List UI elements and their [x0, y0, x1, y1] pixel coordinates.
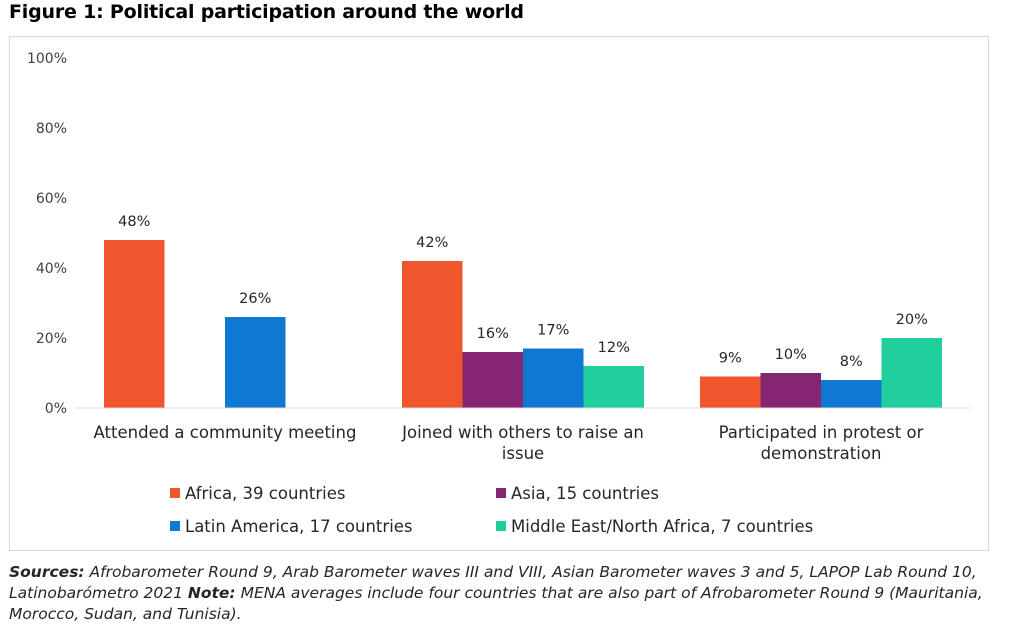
- bar: [821, 380, 882, 408]
- note-label: Note:: [187, 584, 236, 602]
- data-label: 26%: [239, 291, 271, 307]
- legend-swatch: [496, 521, 506, 531]
- bar: [225, 317, 286, 408]
- y-axis: 0% 20% 40% 60% 80% 100%: [27, 51, 67, 417]
- x-category-label: Participated in protest or: [719, 423, 924, 442]
- y-tick-label: 20%: [36, 331, 67, 347]
- bar: [523, 348, 584, 408]
- chart-frame: 0% 20% 40% 60% 80% 100% 48% 26% 42% 16% 17% 12% 9% 1…: [9, 36, 989, 551]
- data-label: 12%: [598, 340, 630, 356]
- sources-text: Afrobarometer Round 9, Arab Barometer wa…: [9, 563, 977, 602]
- legend-swatch: [496, 488, 506, 498]
- sources-label: Sources:: [9, 563, 85, 581]
- data-label: 8%: [840, 354, 863, 370]
- data-label: 48%: [118, 214, 150, 230]
- bar-chart: 0% 20% 40% 60% 80% 100% 48% 26% 42% 16% 17% 12% 9% 1…: [27, 51, 970, 536]
- legend-swatch: [170, 488, 180, 498]
- y-tick-label: 60%: [36, 191, 67, 207]
- bar: [760, 373, 821, 408]
- data-label: 20%: [896, 312, 928, 328]
- bar: [462, 352, 523, 408]
- note-text: MENA averages include four countries tha…: [9, 584, 983, 623]
- bar: [583, 366, 644, 408]
- data-label: 42%: [416, 235, 448, 251]
- x-axis: Attended a community meeting Joined with …: [76, 407, 970, 463]
- y-tick-label: 80%: [36, 121, 67, 137]
- legend: Africa, 39 countries Asia, 15 countries La…: [170, 484, 813, 536]
- legend-label: Asia, 15 countries: [511, 484, 659, 503]
- y-tick-label: 100%: [27, 51, 67, 67]
- source-note: Sources: Afrobarometer Round 9, Arab Bar…: [9, 562, 1009, 625]
- legend-swatch: [170, 521, 180, 531]
- legend-label: Latin America, 17 countries: [185, 517, 413, 536]
- legend-label: Africa, 39 countries: [185, 484, 345, 503]
- x-category-label: Joined with others to raise an: [401, 423, 644, 442]
- data-label: 16%: [477, 326, 509, 342]
- bar: [700, 376, 761, 408]
- bars: 48% 26% 42% 16% 17% 12% 9% 10% 8% 20%: [104, 214, 942, 408]
- x-category-label: demonstration: [761, 444, 882, 463]
- data-label: 9%: [719, 351, 742, 367]
- figure-title: Figure 1: Political participation around…: [9, 1, 524, 23]
- bar: [881, 338, 942, 408]
- y-tick-label: 40%: [36, 261, 67, 277]
- bar: [104, 240, 165, 408]
- x-category-label: issue: [502, 444, 544, 463]
- x-category-label: Attended a community meeting: [94, 423, 357, 442]
- legend-label: Middle East/North Africa, 7 countries: [511, 517, 813, 536]
- bar: [402, 261, 463, 408]
- data-label: 17%: [537, 323, 569, 339]
- data-label: 10%: [775, 347, 807, 363]
- y-tick-label: 0%: [45, 401, 67, 417]
